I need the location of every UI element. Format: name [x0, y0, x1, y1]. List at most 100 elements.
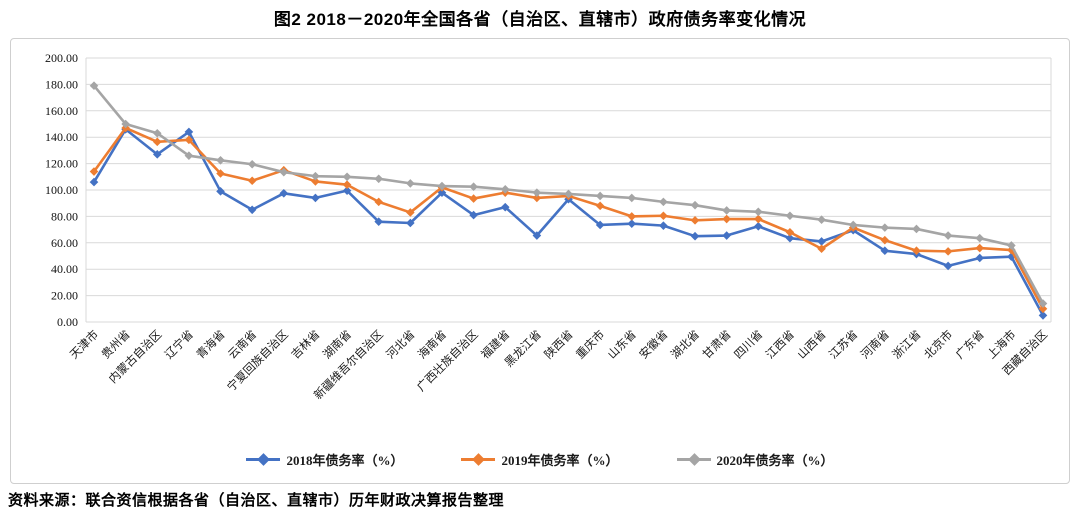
data-point-marker — [311, 171, 320, 181]
x-tick-label: 重庆市 — [573, 327, 607, 361]
y-tick-label: 180.00 — [45, 77, 78, 91]
legend-item: 2018年债务率（%） — [246, 450, 403, 469]
data-point-marker — [912, 246, 921, 256]
x-tick-label: 河北省 — [384, 328, 418, 362]
data-point-marker — [943, 231, 953, 240]
x-tick-label: 吉林省 — [288, 327, 322, 361]
data-point-marker — [975, 233, 985, 243]
data-point-marker — [975, 253, 985, 263]
legend-label: 2020年债务率（%） — [716, 453, 834, 468]
data-point-marker — [1007, 241, 1016, 250]
x-tick-label: 河南省 — [858, 327, 892, 361]
legend-item: 2019年债务率（%） — [461, 450, 619, 469]
source-note: 资料来源：联合资信根据各省（自治区、直辖市）历年财政决算报告整理 — [8, 493, 505, 509]
line-chart: 0.00 20.00 40.00 60.00 80.00 100.00 120.00 140.… — [45, 51, 1052, 402]
chart-title: 图2 2018－2020年全国各省（自治区、直辖市）政府债务率变化情况 — [273, 10, 807, 29]
data-point-marker — [216, 187, 225, 196]
y-tick-label: 0.00 — [57, 315, 78, 329]
data-point-marker — [469, 210, 478, 220]
data-point-marker — [880, 235, 890, 245]
data-point-marker — [406, 208, 415, 217]
data-point-marker — [595, 201, 605, 211]
data-point-marker — [659, 211, 668, 221]
data-point-marker — [152, 137, 162, 147]
data-point-marker — [247, 159, 257, 169]
data-point-marker — [374, 217, 383, 226]
data-point-marker — [754, 222, 763, 231]
data-point-marker — [406, 179, 415, 188]
x-tick-label: 内蒙古自治区 — [106, 327, 165, 386]
data-point-marker — [437, 181, 447, 191]
series-line — [92, 127, 1045, 317]
legend-marker-icon — [461, 453, 496, 466]
data-point-marker — [722, 231, 731, 240]
x-tick-label: 浙江省 — [890, 328, 924, 362]
data-point-marker — [627, 219, 637, 228]
y-tick-label: 60.00 — [51, 236, 78, 250]
y-tick-label: 20.00 — [51, 289, 78, 303]
x-tick-label: 辽宁省 — [162, 327, 196, 361]
legend-label: 2019年债务率（%） — [501, 453, 619, 468]
data-point-marker — [595, 220, 605, 230]
data-point-marker — [627, 193, 637, 203]
data-point-marker — [817, 237, 826, 246]
diamond-icon — [257, 453, 271, 466]
data-point-marker — [880, 246, 890, 256]
data-point-marker — [342, 180, 352, 190]
data-point-marker — [627, 212, 637, 221]
data-point-marker — [722, 206, 731, 215]
series-2020年债务率（%） — [89, 81, 1048, 308]
legend-label: 2018年债务率（%） — [286, 453, 404, 468]
data-point-marker — [690, 216, 700, 225]
data-point-marker — [216, 169, 225, 178]
data-point-marker — [342, 172, 352, 182]
data-point-marker — [89, 167, 99, 176]
y-tick-label: 140.00 — [45, 130, 78, 144]
x-tick-label: 陕西省 — [541, 327, 575, 361]
data-point-marker — [437, 188, 447, 197]
data-point-marker — [406, 218, 415, 228]
legend-item: 2020年债务率（%） — [676, 450, 834, 469]
data-point-marker — [374, 174, 383, 184]
data-point-marker — [975, 243, 985, 253]
data-point-marker — [311, 193, 320, 203]
data-point-marker — [690, 200, 700, 210]
chart-area: 0.00 20.00 40.00 60.00 80.00 100.00 120.00 140.… — [10, 38, 1070, 484]
y-tick-label: 120.00 — [45, 157, 78, 171]
y-axis-labels: 0.00 20.00 40.00 60.00 80.00 100.00 120.00 140.… — [45, 51, 78, 329]
data-point-marker — [595, 191, 605, 201]
data-point-marker — [564, 189, 573, 199]
data-point-marker — [817, 244, 826, 254]
data-point-marker — [279, 189, 289, 198]
x-tick-label: 山西省 — [795, 328, 829, 362]
data-point-marker — [279, 167, 289, 177]
x-tick-label: 江西省 — [763, 328, 797, 362]
x-tick-label: 四川省 — [732, 328, 766, 362]
diamond-icon — [472, 453, 486, 466]
data-point-marker — [785, 233, 795, 243]
data-point-marker — [469, 194, 478, 203]
data-point-marker — [184, 135, 194, 145]
data-point-marker — [785, 211, 795, 221]
data-point-marker — [532, 188, 542, 197]
data-point-marker — [89, 81, 99, 91]
data-point-marker — [1038, 304, 1048, 314]
x-tick-label: 广东省 — [953, 328, 987, 362]
x-tick-label: 湖北省 — [668, 327, 702, 361]
y-tick-label: 40.00 — [51, 262, 78, 276]
x-tick-label: 安徽省 — [636, 327, 670, 361]
x-axis-labels: 天津市贵州省内蒙古自治区辽宁省青海省云南省宁夏回族自治区吉林省湖南省新疆维吾尔自… — [67, 327, 1050, 402]
diamond-icon — [687, 453, 701, 466]
series-2018年债务率（%） — [89, 124, 1048, 320]
data-point-marker — [532, 193, 542, 203]
x-tick-label: 江苏省 — [827, 328, 861, 362]
data-point-marker — [532, 231, 542, 240]
data-point-marker — [754, 214, 763, 224]
y-tick-label: 200.00 — [45, 51, 78, 65]
y-tick-label: 80.00 — [51, 209, 78, 223]
series-line — [92, 126, 1045, 310]
data-point-marker — [469, 182, 478, 191]
data-point-marker — [754, 207, 763, 217]
data-point-marker — [848, 220, 858, 230]
